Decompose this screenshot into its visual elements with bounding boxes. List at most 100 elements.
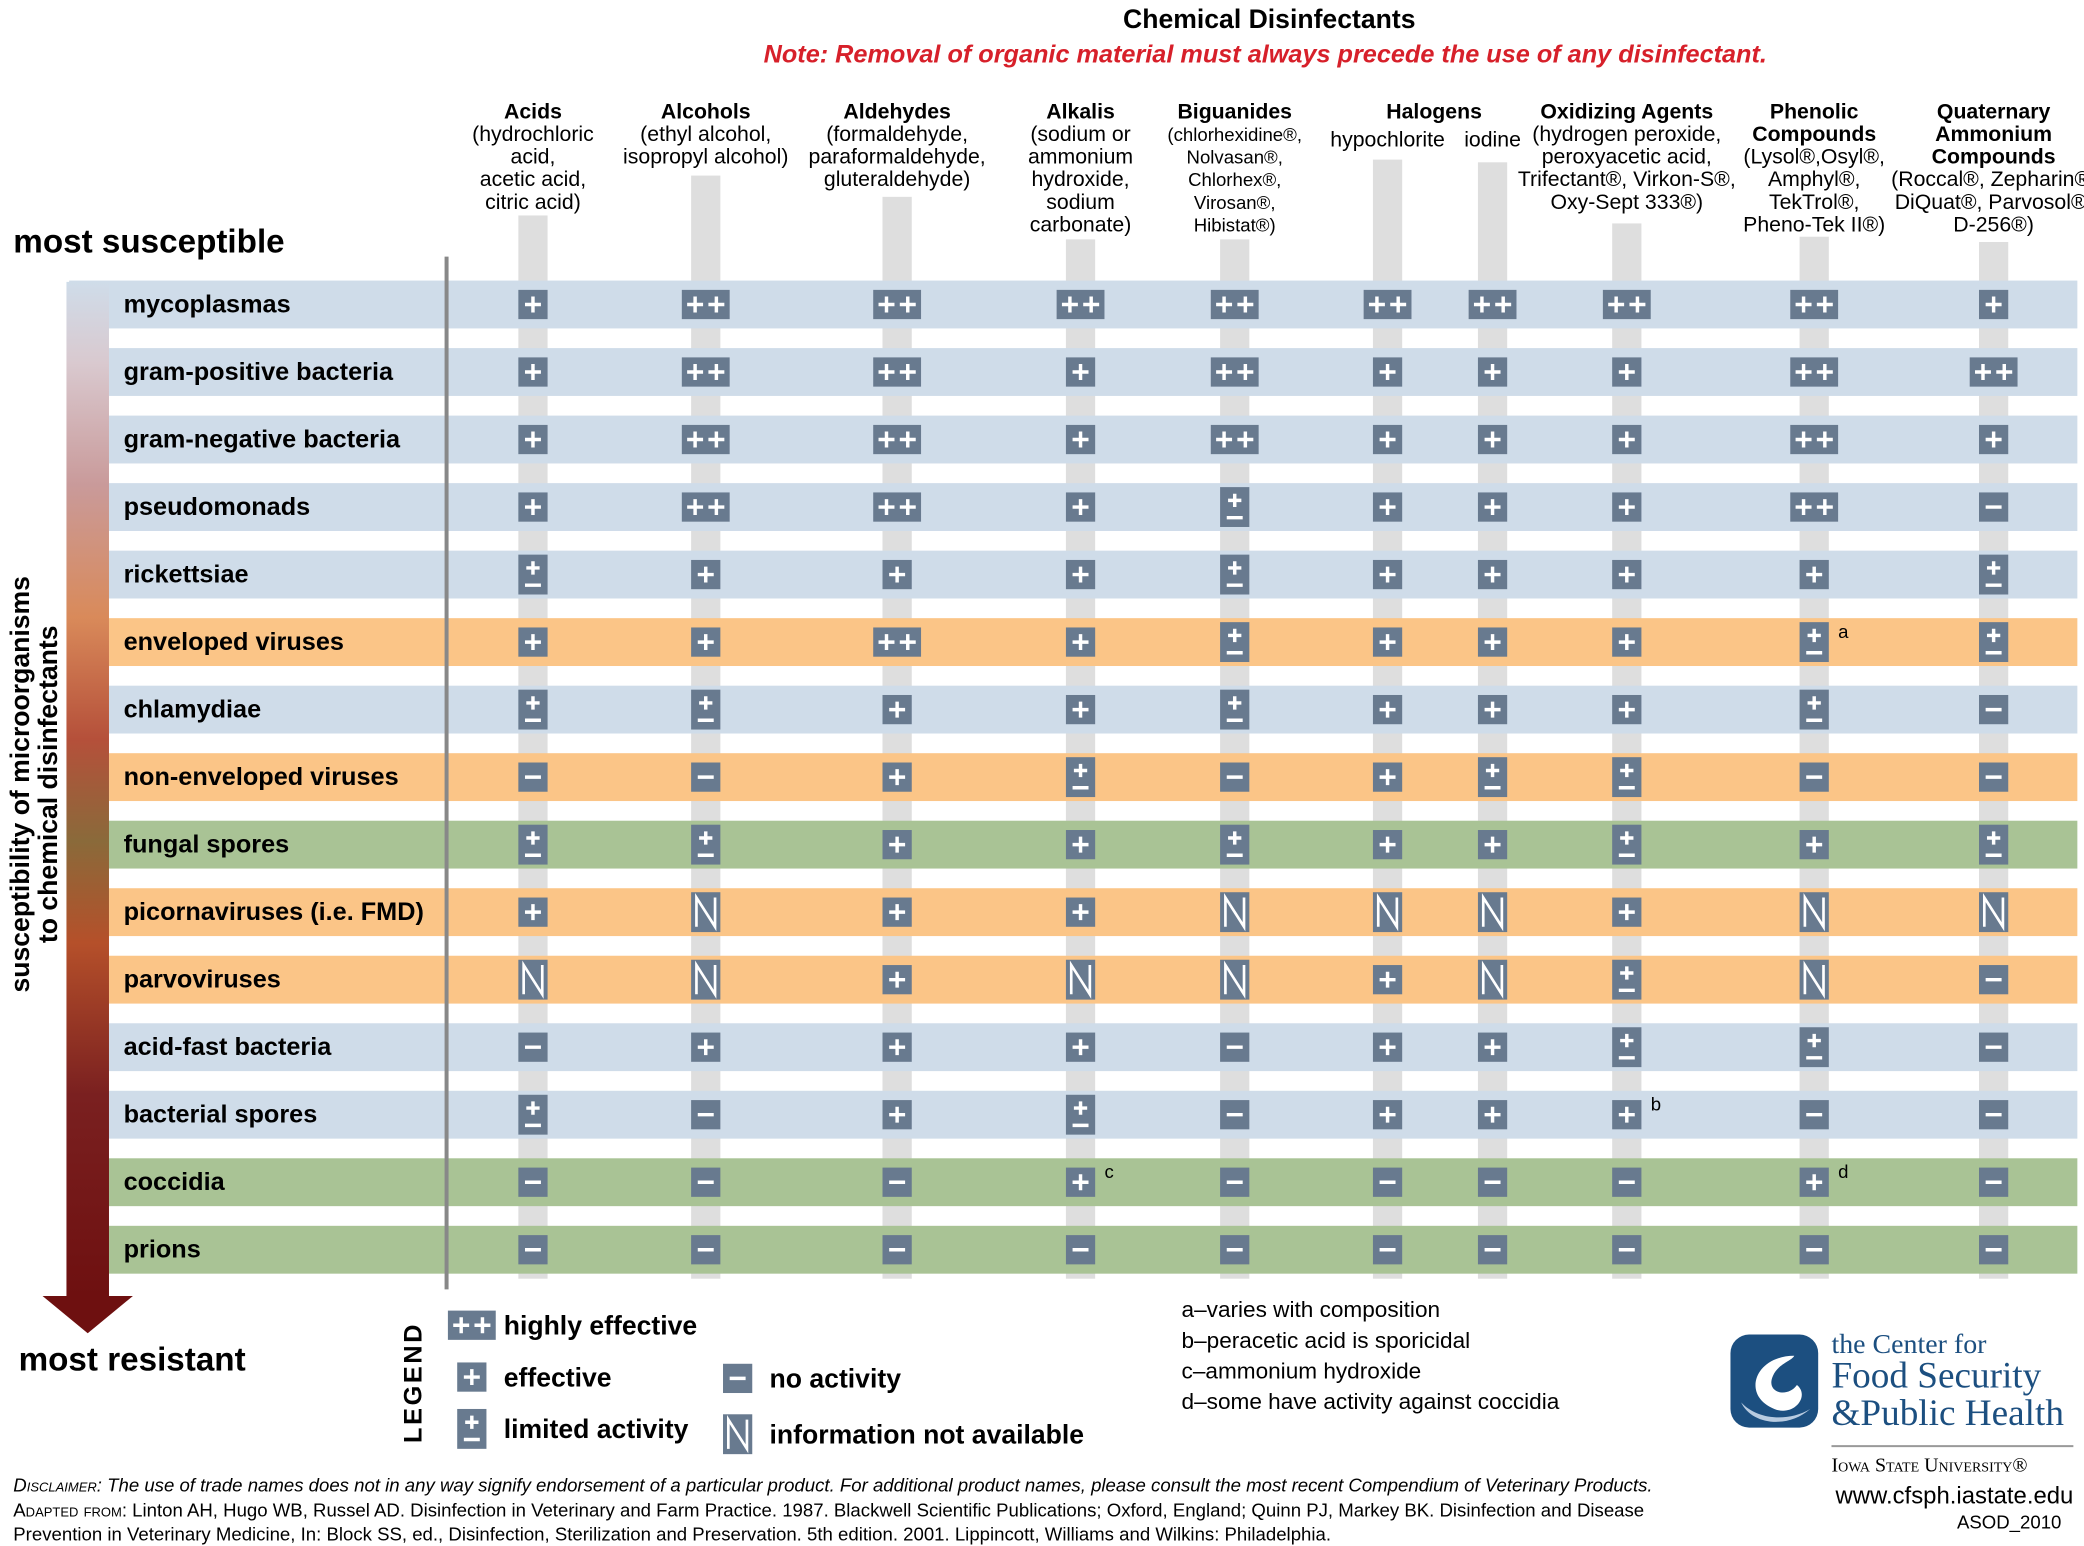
rating-limited-activity-icon bbox=[1612, 959, 1642, 1000]
rating-no-activity-icon bbox=[691, 1235, 721, 1265]
legend-label: highly effective bbox=[504, 1311, 697, 1341]
column-header-detail: Nolvasan®, bbox=[1187, 147, 1283, 168]
rating-limited-activity-icon bbox=[1477, 757, 1508, 798]
rating-highly-effective-icon bbox=[681, 357, 730, 387]
rating-limited-activity-icon bbox=[1799, 689, 1829, 730]
rating-effective-icon bbox=[882, 897, 912, 927]
rating-effective-icon bbox=[1372, 762, 1403, 792]
rating-effective-icon bbox=[1979, 424, 2009, 455]
rating-no-activity-icon bbox=[518, 762, 548, 792]
rating-effective-icon bbox=[1612, 627, 1642, 657]
rating-cells: a b c d bbox=[518, 289, 2018, 1265]
rating-effective-icon bbox=[1065, 424, 1096, 455]
rating-effective-icon bbox=[1477, 559, 1508, 590]
disclaimer-label: Disclaimer: bbox=[13, 1474, 102, 1495]
rating-not-available-icon bbox=[1065, 959, 1096, 1000]
rating-no-activity-icon bbox=[1979, 492, 2009, 522]
organism-label: enveloped viruses bbox=[124, 628, 344, 656]
column-header-detail: D-256®) bbox=[1953, 212, 2034, 236]
column-header-name: hypochlorite bbox=[1330, 127, 1445, 151]
legend-label: information not available bbox=[770, 1420, 1085, 1450]
rating-effective-icon bbox=[1477, 357, 1508, 387]
legend-item: highly effective bbox=[447, 1310, 697, 1341]
rating-effective-icon bbox=[1612, 492, 1642, 522]
rating-effective-icon bbox=[518, 424, 548, 455]
column-header-detail: Pheno-Tek II®) bbox=[1743, 212, 1885, 236]
rating-not-available-icon bbox=[1220, 892, 1250, 933]
rating-no-activity-icon bbox=[1979, 694, 2009, 725]
rating-no-activity-icon bbox=[1799, 762, 1829, 792]
rating-effective-icon bbox=[1065, 1032, 1096, 1062]
organic-material-note: Note: Removal of organic material must a… bbox=[764, 41, 1767, 69]
rating-effective-icon bbox=[1372, 424, 1403, 455]
rating-highly-effective-icon bbox=[1210, 424, 1259, 455]
rating-not-available-icon bbox=[1477, 959, 1508, 1000]
rating-not-available-icon bbox=[1220, 959, 1250, 1000]
column-header-detail: Trifectant®, Virkon-S®, bbox=[1518, 167, 1736, 191]
column-header-detail: (sodium or bbox=[1030, 122, 1130, 146]
rating-effective-icon bbox=[882, 762, 912, 792]
rating-effective-icon bbox=[1372, 965, 1403, 995]
rating-limited-activity-icon bbox=[1220, 487, 1250, 527]
rating-effective-icon bbox=[1477, 424, 1508, 455]
rating-effective-icon bbox=[1979, 289, 2009, 320]
document-code: ASOD_2010 bbox=[1957, 1512, 2061, 1534]
rating-effective-icon bbox=[1799, 1167, 1829, 1197]
rating-effective-icon bbox=[882, 559, 912, 590]
column-header-detail: Virosan®, bbox=[1194, 192, 1276, 213]
rating-effective-icon bbox=[1612, 559, 1642, 590]
rating-effective-icon bbox=[1065, 559, 1096, 590]
column-header-detail: carbonate) bbox=[1030, 212, 1132, 236]
most-susceptible-label: most susceptible bbox=[13, 224, 284, 261]
organism-label: prions bbox=[124, 1236, 201, 1264]
legend-label: no activity bbox=[770, 1364, 902, 1394]
rating-effective-icon bbox=[1065, 694, 1096, 725]
legend-item: limited activity bbox=[457, 1408, 689, 1449]
rating-no-activity-icon bbox=[1372, 1167, 1403, 1197]
rating-no-activity-icon bbox=[1799, 1100, 1829, 1130]
rating-highly-effective-icon bbox=[447, 1310, 496, 1340]
legend: LEGEND highly effective effective limited … bbox=[399, 1311, 1084, 1455]
column-header-detail: paraformaldehyde, bbox=[809, 145, 986, 169]
rating-highly-effective-icon bbox=[1468, 289, 1517, 320]
rating-effective-icon bbox=[691, 627, 721, 657]
legend-item: information not available bbox=[723, 1414, 1085, 1455]
column-header-detail: DiQuat®, Parvosol®, bbox=[1895, 190, 2084, 214]
column-header-detail: sodium bbox=[1046, 190, 1115, 214]
chart-title: Chemical Disinfectants bbox=[1123, 4, 1415, 34]
footnote-mark: b bbox=[1651, 1094, 1661, 1115]
rating-highly-effective-icon bbox=[873, 424, 922, 455]
footnote-d: d–some have activity against coccidia bbox=[1182, 1389, 1560, 1414]
halogens-header: Halogens bbox=[1386, 99, 1482, 123]
rating-effective-icon bbox=[1612, 897, 1642, 927]
rating-effective-icon bbox=[1065, 492, 1096, 522]
rating-not-available-icon bbox=[691, 959, 721, 1000]
rating-effective-icon bbox=[1372, 559, 1403, 590]
rating-no-activity-icon bbox=[1372, 1235, 1403, 1265]
rating-highly-effective-icon bbox=[681, 492, 730, 522]
rating-limited-activity-icon bbox=[1220, 622, 1250, 663]
column-header-detail: gluteraldehyde) bbox=[824, 167, 971, 191]
rating-highly-effective-icon bbox=[1969, 357, 2018, 387]
rating-effective-icon bbox=[882, 1032, 912, 1062]
rating-limited-activity-icon bbox=[1612, 1027, 1642, 1068]
rating-effective-icon bbox=[691, 559, 721, 590]
column-header-detail: Hibistat®) bbox=[1194, 214, 1276, 235]
disclaimer-text: The use of trade names does not in any w… bbox=[102, 1474, 1653, 1495]
rating-effective-icon bbox=[1477, 830, 1508, 860]
rating-limited-activity-icon bbox=[518, 824, 548, 865]
column-header-detail: (chlorhexidine®, bbox=[1167, 124, 1302, 145]
rating-no-activity-icon bbox=[1220, 1032, 1250, 1062]
column-header-detail: (formaldehyde, bbox=[826, 122, 968, 146]
footnote-c: c–ammonium hydroxide bbox=[1182, 1358, 1422, 1383]
rating-effective-icon bbox=[518, 627, 548, 657]
rating-limited-activity-icon bbox=[691, 689, 721, 730]
column-header-detail: (Lysol®,Osyl®, bbox=[1743, 145, 1885, 169]
rating-no-activity-icon bbox=[882, 1167, 912, 1197]
column-header-name: Ammonium bbox=[1935, 122, 2052, 146]
rating-limited-activity-icon bbox=[1220, 824, 1250, 865]
rating-effective-icon bbox=[1477, 627, 1508, 657]
organism-label: coccidia bbox=[124, 1168, 226, 1196]
rating-effective-icon bbox=[1612, 1100, 1642, 1130]
rating-no-activity-icon bbox=[1220, 1235, 1250, 1265]
